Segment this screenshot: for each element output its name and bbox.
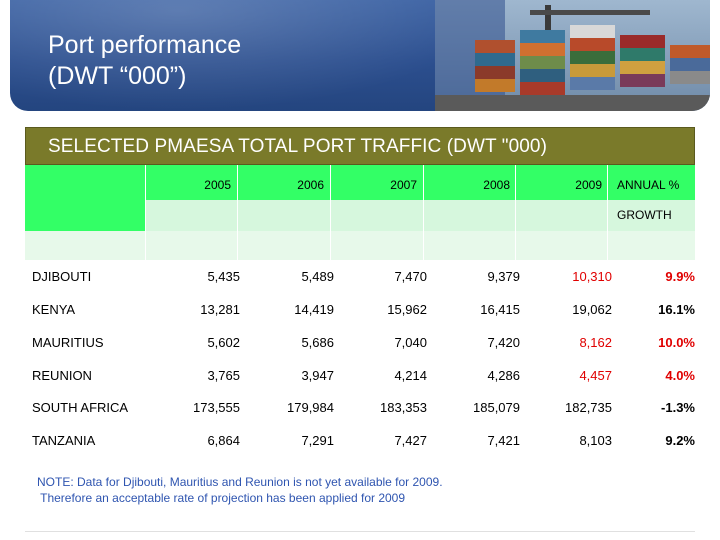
value-2008: 185,079 (473, 400, 520, 415)
value-2008: 16,415 (480, 302, 520, 317)
container-stack-image (435, 0, 710, 111)
header-banner: Port performance (DWT “000”) (10, 0, 710, 111)
value-2005: 5,435 (207, 269, 240, 284)
year-header-2006: 2006 (297, 178, 324, 192)
page-title: Port performance (DWT “000”) (48, 30, 241, 92)
growth-value: 9.2% (665, 433, 695, 448)
column-divider (515, 165, 516, 260)
value-2008: 9,379 (487, 269, 520, 284)
value-2006: 7,291 (301, 433, 334, 448)
value-2009: 19,062 (572, 302, 612, 317)
year-header-2005: 2005 (204, 178, 231, 192)
table-row: DJIBOUTI 5,435 5,489 7,470 9,379 10,310 … (25, 269, 695, 302)
footnote-line-1: NOTE: Data for Djibouti, Mauritius and R… (37, 475, 443, 489)
value-2009: 8,162 (579, 335, 612, 350)
value-2008: 7,420 (487, 335, 520, 350)
containers-photo (435, 0, 710, 111)
footnote-line-2: Therefore an acceptable rate of projecti… (37, 491, 406, 505)
value-2007: 4,214 (394, 368, 427, 383)
value-2005: 173,555 (193, 400, 240, 415)
column-divider (145, 165, 146, 260)
value-2006: 5,489 (301, 269, 334, 284)
title-line-1: Port performance (48, 31, 242, 59)
country-name: MAURITIUS (32, 335, 104, 350)
growth-value: -1.3% (661, 400, 695, 415)
column-divider (423, 165, 424, 260)
table-row: MAURITIUS 5,602 5,686 7,040 7,420 8,162 … (25, 335, 695, 368)
value-2009: 4,457 (579, 368, 612, 383)
value-2007: 183,353 (380, 400, 427, 415)
value-2007: 7,040 (394, 335, 427, 350)
country-name: KENYA (32, 302, 76, 317)
table-title-bar: SELECTED PMAESA TOTAL PORT TRAFFIC (DWT … (25, 127, 695, 165)
title-line-2: (DWT “000”) (48, 62, 187, 90)
table-row: SOUTH AFRICA 173,555 179,984 183,353 185… (25, 400, 695, 433)
value-2007: 7,470 (394, 269, 427, 284)
value-2008: 4,286 (487, 368, 520, 383)
year-header-2008: 2008 (483, 178, 510, 192)
value-2005: 13,281 (200, 302, 240, 317)
value-2009: 10,310 (572, 269, 612, 284)
growth-value: 10.0% (658, 335, 695, 350)
value-2005: 5,602 (207, 335, 240, 350)
value-2005: 3,765 (207, 368, 240, 383)
country-name: DJIBOUTI (32, 269, 92, 284)
value-2006: 179,984 (287, 400, 334, 415)
year-header-2007: 2007 (390, 178, 417, 192)
header-band-spacer (25, 231, 695, 260)
country-name: REUNION (32, 368, 92, 383)
table-row: TANZANIA 6,864 7,291 7,427 7,421 8,103 9… (25, 433, 695, 466)
value-2005: 6,864 (207, 433, 240, 448)
value-2008: 7,421 (487, 433, 520, 448)
value-2006: 14,419 (294, 302, 334, 317)
value-2007: 7,427 (394, 433, 427, 448)
value-2009: 8,103 (579, 433, 612, 448)
annual-growth-header-line2: GROWTH (617, 208, 672, 222)
growth-value: 16.1% (658, 302, 695, 317)
banner-glow (10, 0, 490, 111)
year-header-2009: 2009 (575, 178, 602, 192)
table-title: SELECTED PMAESA TOTAL PORT TRAFFIC (DWT … (48, 136, 548, 157)
value-2006: 3,947 (301, 368, 334, 383)
column-divider (330, 165, 331, 260)
annual-growth-header: ANNUAL % (617, 178, 680, 192)
footer-divider (25, 531, 695, 532)
header-band-years (25, 165, 695, 200)
footnote: NOTE: Data for Djibouti, Mauritius and R… (37, 474, 443, 506)
header-band-growth-light (145, 200, 695, 231)
column-divider (237, 165, 238, 260)
country-name: SOUTH AFRICA (32, 400, 129, 415)
value-2009: 182,735 (565, 400, 612, 415)
country-name: TANZANIA (32, 433, 96, 448)
growth-value: 9.9% (665, 269, 695, 284)
column-divider (607, 165, 608, 260)
value-2006: 5,686 (301, 335, 334, 350)
growth-value: 4.0% (665, 368, 695, 383)
table-row: KENYA 13,281 14,419 15,962 16,415 19,062… (25, 302, 695, 335)
table-header (25, 165, 695, 260)
table-row: REUNION 3,765 3,947 4,214 4,286 4,457 4.… (25, 368, 695, 401)
value-2007: 15,962 (387, 302, 427, 317)
